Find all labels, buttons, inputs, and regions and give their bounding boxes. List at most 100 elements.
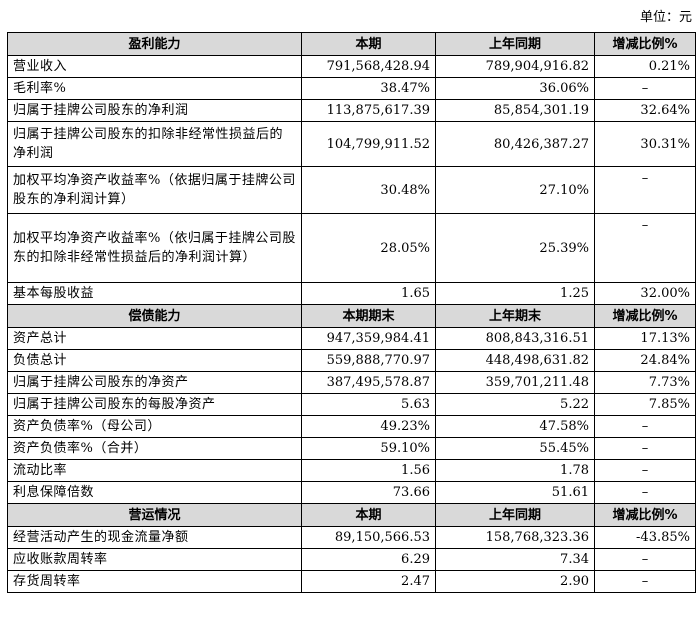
header-cell: 增减比例% xyxy=(594,304,696,328)
change-value: -43.85% xyxy=(594,526,696,549)
change-value: 7.73% xyxy=(594,371,696,394)
row-label: 利息保障倍数 xyxy=(7,481,302,504)
prior-value: 1.25 xyxy=(435,282,595,305)
current-value: 5.63 xyxy=(301,393,436,416)
table-row: 负债总计 559,888,770.97 448,498,631.82 24.84… xyxy=(7,349,696,372)
prior-value: 51.61 xyxy=(435,481,595,504)
header-cell: 增减比例% xyxy=(594,32,696,56)
prior-value: 27.10% xyxy=(435,166,595,214)
section-header-solvency: 偿债能力 本期期末 上年期末 增减比例% xyxy=(7,304,696,328)
section-header-operations: 营运情况 本期 上年同期 增减比例% xyxy=(7,503,696,527)
table-row: 营业收入 791,568,428.94 789,904,916.82 0.21% xyxy=(7,55,696,78)
change-value: – xyxy=(594,166,696,214)
change-value: 32.64% xyxy=(594,99,696,122)
prior-value: 25.39% xyxy=(435,213,595,283)
header-cell: 营运情况 xyxy=(7,503,302,527)
table-row: 经营活动产生的现金流量净额 89,150,566.53 158,768,323.… xyxy=(7,526,696,549)
current-value: 38.47% xyxy=(301,77,436,100)
change-value: – xyxy=(594,570,696,593)
current-value: 49.23% xyxy=(301,415,436,438)
row-label: 基本每股收益 xyxy=(7,282,302,305)
row-label: 加权平均净资产收益率%（依据归属于挂牌公司股东的净利润计算） xyxy=(7,166,302,214)
section-header-profitability: 盈利能力 本期 上年同期 增减比例% xyxy=(7,32,696,56)
header-cell: 上年期末 xyxy=(435,304,595,328)
row-label: 归属于挂牌公司股东的净利润 xyxy=(7,99,302,122)
table-row: 资产总计 947,359,984.41 808,843,316.51 17.13… xyxy=(7,327,696,350)
current-value: 6.29 xyxy=(301,548,436,571)
row-label: 存货周转率 xyxy=(7,570,302,593)
table-row: 资产负债率%（合并） 59.10% 55.45% – xyxy=(7,437,696,460)
row-label: 流动比率 xyxy=(7,459,302,482)
table-row: 归属于挂牌公司股东的每股净资产 5.63 5.22 7.85% xyxy=(7,393,696,416)
table-row: 应收账款周转率 6.29 7.34 – xyxy=(7,548,696,571)
prior-value: 5.22 xyxy=(435,393,595,416)
table-row: 利息保障倍数 73.66 51.61 – xyxy=(7,481,696,504)
change-value: 24.84% xyxy=(594,349,696,372)
change-value: 32.00% xyxy=(594,282,696,305)
row-label: 营业收入 xyxy=(7,55,302,78)
change-value: – xyxy=(594,459,696,482)
current-value: 1.56 xyxy=(301,459,436,482)
current-value: 59.10% xyxy=(301,437,436,460)
table-row: 流动比率 1.56 1.78 – xyxy=(7,459,696,482)
table-row: 资产负债率%（母公司） 49.23% 47.58% – xyxy=(7,415,696,438)
prior-value: 448,498,631.82 xyxy=(435,349,595,372)
current-value: 387,495,578.87 xyxy=(301,371,436,394)
change-value: 0.21% xyxy=(594,55,696,78)
row-label: 毛利率% xyxy=(7,77,302,100)
row-label: 归属于挂牌公司股东的净资产 xyxy=(7,371,302,394)
current-value: 89,150,566.53 xyxy=(301,526,436,549)
prior-value: 2.90 xyxy=(435,570,595,593)
row-label: 资产负债率%（母公司） xyxy=(7,415,302,438)
prior-value: 359,701,211.48 xyxy=(435,371,595,394)
table-row: 加权平均净资产收益率%（依归属于挂牌公司股东的扣除非经常性损益后的净利润计算） … xyxy=(7,213,696,283)
current-value: 791,568,428.94 xyxy=(301,55,436,78)
row-label: 资产负债率%（合并） xyxy=(7,437,302,460)
change-value: – xyxy=(594,415,696,438)
change-value: – xyxy=(594,77,696,100)
table-row: 归属于挂牌公司股东的净利润 113,875,617.39 85,854,301.… xyxy=(7,99,696,122)
header-cell: 本期 xyxy=(301,32,436,56)
header-cell: 本期 xyxy=(301,503,436,527)
row-label: 归属于挂牌公司股东的每股净资产 xyxy=(7,393,302,416)
header-cell: 上年同期 xyxy=(435,503,595,527)
unit-label: 单位：元 xyxy=(639,10,692,25)
header-cell: 增减比例% xyxy=(594,503,696,527)
header-cell: 盈利能力 xyxy=(7,32,302,56)
prior-value: 36.06% xyxy=(435,77,595,100)
change-value: – xyxy=(594,213,696,283)
current-value: 28.05% xyxy=(301,213,436,283)
change-value: 30.31% xyxy=(594,121,696,167)
table-row: 毛利率% 38.47% 36.06% – xyxy=(7,77,696,100)
table-row: 归属于挂牌公司股东的净资产 387,495,578.87 359,701,211… xyxy=(7,371,696,394)
table-row: 存货周转率 2.47 2.90 – xyxy=(7,570,696,593)
prior-value: 47.58% xyxy=(435,415,595,438)
row-label: 应收账款周转率 xyxy=(7,548,302,571)
prior-value: 7.34 xyxy=(435,548,595,571)
prior-value: 808,843,316.51 xyxy=(435,327,595,350)
current-value: 104,799,911.52 xyxy=(301,121,436,167)
prior-value: 55.45% xyxy=(435,437,595,460)
row-label: 负债总计 xyxy=(7,349,302,372)
current-value: 947,359,984.41 xyxy=(301,327,436,350)
current-value: 73.66 xyxy=(301,481,436,504)
financial-indicators-table: 盈利能力 本期 上年同期 增减比例% 营业收入 791,568,428.94 7… xyxy=(7,32,696,593)
change-value: – xyxy=(594,481,696,504)
table-row: 归属于挂牌公司股东的扣除非经常性损益后的净利润 104,799,911.52 8… xyxy=(7,121,696,167)
current-value: 30.48% xyxy=(301,166,436,214)
change-value: – xyxy=(594,548,696,571)
current-value: 559,888,770.97 xyxy=(301,349,436,372)
row-label: 经营活动产生的现金流量净额 xyxy=(7,526,302,549)
current-value: 1.65 xyxy=(301,282,436,305)
row-label: 资产总计 xyxy=(7,327,302,350)
change-value: 17.13% xyxy=(594,327,696,350)
header-cell: 偿债能力 xyxy=(7,304,302,328)
table-row: 基本每股收益 1.65 1.25 32.00% xyxy=(7,282,696,305)
current-value: 2.47 xyxy=(301,570,436,593)
header-cell: 上年同期 xyxy=(435,32,595,56)
prior-value: 80,426,387.27 xyxy=(435,121,595,167)
row-label: 加权平均净资产收益率%（依归属于挂牌公司股东的扣除非经常性损益后的净利润计算） xyxy=(7,213,302,283)
prior-value: 789,904,916.82 xyxy=(435,55,595,78)
prior-value: 85,854,301.19 xyxy=(435,99,595,122)
header-cell: 本期期末 xyxy=(301,304,436,328)
